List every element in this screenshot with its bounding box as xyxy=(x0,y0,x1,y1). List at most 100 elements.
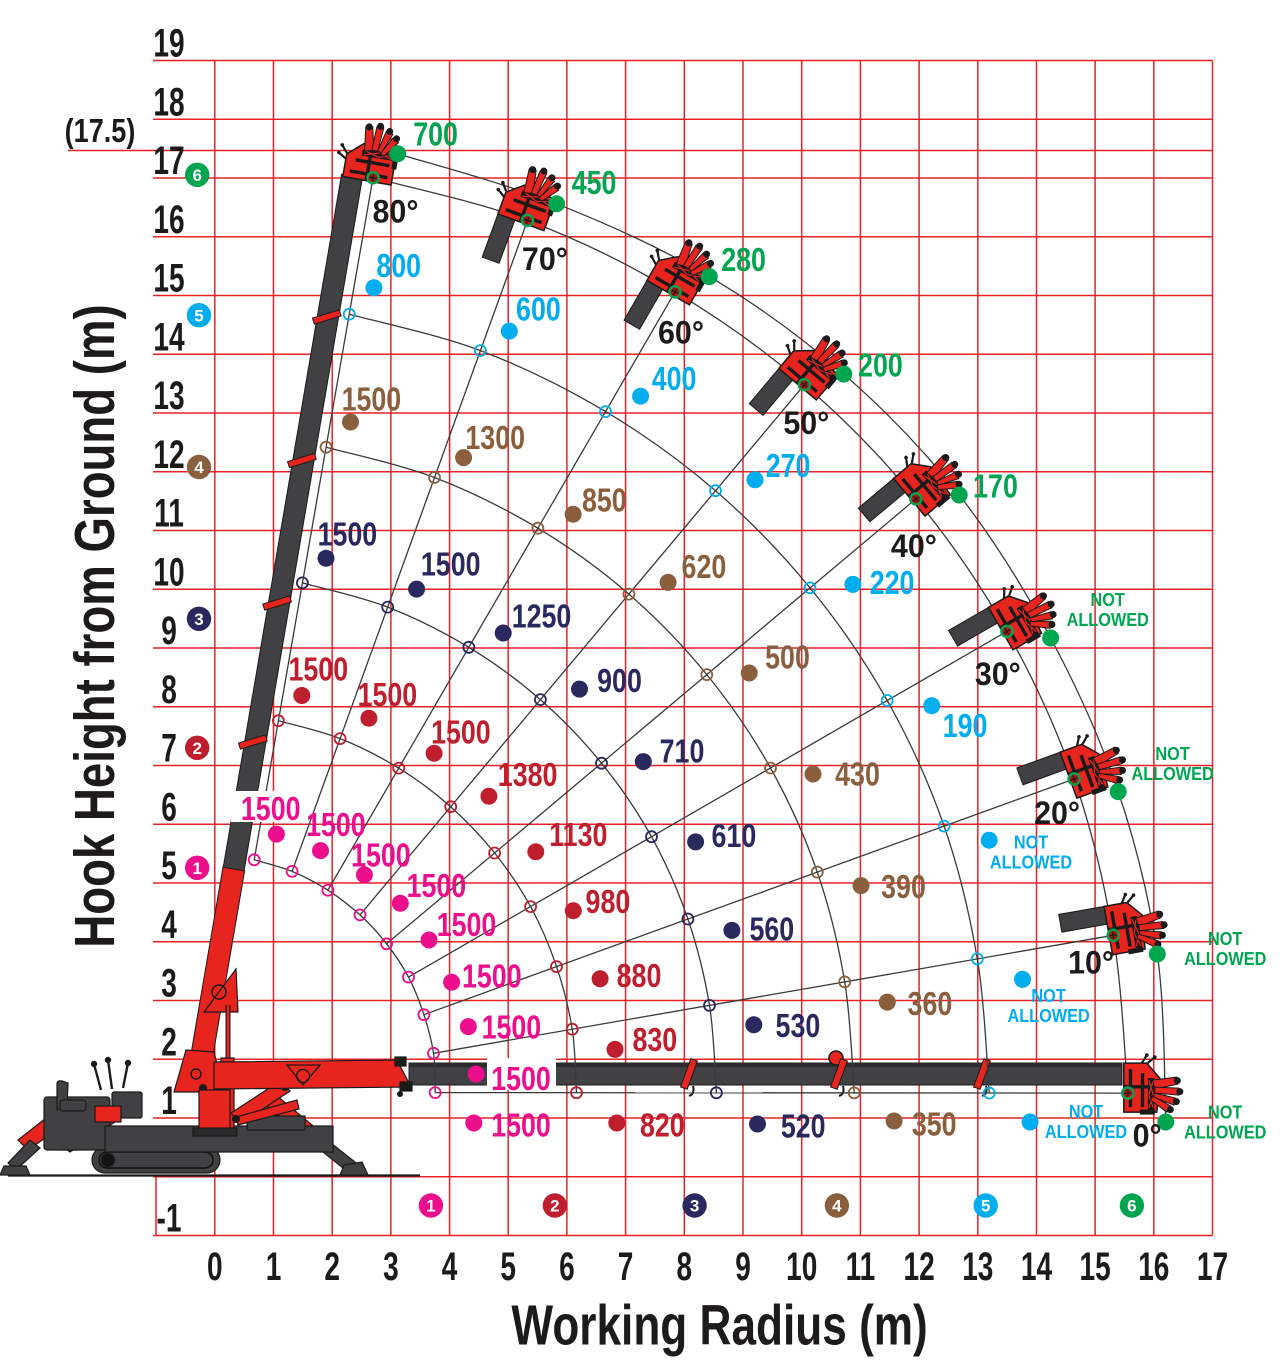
svg-text:1: 1 xyxy=(161,1079,177,1123)
svg-text:16: 16 xyxy=(153,198,184,242)
svg-text:1500: 1500 xyxy=(462,959,522,995)
svg-text:1500: 1500 xyxy=(288,652,348,688)
svg-text:710: 710 xyxy=(660,734,705,770)
svg-text:10: 10 xyxy=(786,1245,817,1289)
svg-text:1500: 1500 xyxy=(407,868,467,904)
svg-text:500: 500 xyxy=(765,640,810,676)
svg-text:80°: 80° xyxy=(373,194,419,230)
svg-text:4: 4 xyxy=(832,1197,842,1216)
svg-text:430: 430 xyxy=(835,757,880,793)
svg-text:1500: 1500 xyxy=(431,715,491,751)
svg-text:1500: 1500 xyxy=(241,791,301,827)
svg-text:17: 17 xyxy=(153,139,184,183)
svg-text:1500: 1500 xyxy=(342,382,402,418)
svg-text:1500: 1500 xyxy=(491,1061,551,1097)
svg-text:6: 6 xyxy=(192,166,201,185)
svg-text:12: 12 xyxy=(903,1245,934,1289)
svg-text:530: 530 xyxy=(776,1008,821,1044)
svg-text:350: 350 xyxy=(912,1107,957,1143)
svg-text:ALLOWED: ALLOWED xyxy=(1184,1122,1266,1143)
svg-text:1250: 1250 xyxy=(512,599,572,635)
svg-text:280: 280 xyxy=(721,242,766,278)
svg-text:1300: 1300 xyxy=(465,420,525,456)
svg-text:18: 18 xyxy=(153,81,184,125)
svg-text:9: 9 xyxy=(735,1245,751,1289)
svg-text:900: 900 xyxy=(597,663,642,699)
svg-text:3: 3 xyxy=(161,962,177,1006)
svg-text:11: 11 xyxy=(846,1245,876,1289)
svg-text:10°: 10° xyxy=(1068,945,1114,981)
svg-text:610: 610 xyxy=(712,818,757,854)
svg-text:15: 15 xyxy=(1079,1245,1110,1289)
svg-text:6: 6 xyxy=(161,786,177,830)
svg-text:360: 360 xyxy=(908,986,953,1022)
svg-text:17: 17 xyxy=(1197,1245,1228,1289)
svg-text:11: 11 xyxy=(154,492,184,536)
svg-text:NOT: NOT xyxy=(1208,928,1243,949)
svg-text:620: 620 xyxy=(682,549,727,585)
svg-text:8: 8 xyxy=(676,1245,692,1289)
svg-text:14: 14 xyxy=(1021,1245,1052,1289)
svg-text:2: 2 xyxy=(550,1197,559,1216)
svg-text:850: 850 xyxy=(582,483,627,519)
svg-text:60°: 60° xyxy=(658,315,704,351)
svg-text:5: 5 xyxy=(194,306,203,325)
svg-text:8: 8 xyxy=(161,668,177,712)
svg-text:800: 800 xyxy=(376,248,421,284)
svg-text:ALLOWED: ALLOWED xyxy=(1184,948,1266,969)
svg-text:0°: 0° xyxy=(1133,1118,1162,1154)
svg-text:1: 1 xyxy=(192,859,201,878)
svg-text:15: 15 xyxy=(153,257,184,301)
svg-text:NOT: NOT xyxy=(1014,832,1049,853)
svg-text:1500: 1500 xyxy=(358,677,418,713)
svg-text:0: 0 xyxy=(207,1245,223,1289)
svg-text:980: 980 xyxy=(586,884,631,920)
svg-text:ALLOWED: ALLOWED xyxy=(990,852,1072,873)
svg-text:NOT: NOT xyxy=(1208,1102,1243,1123)
svg-text:NOT: NOT xyxy=(1155,743,1190,764)
svg-text:4: 4 xyxy=(194,458,204,477)
svg-text:30°: 30° xyxy=(975,656,1021,692)
svg-text:ALLOWED: ALLOWED xyxy=(1007,1005,1089,1026)
svg-text:13: 13 xyxy=(153,374,184,418)
svg-text:270: 270 xyxy=(766,448,811,484)
svg-text:390: 390 xyxy=(881,869,926,905)
svg-text:880: 880 xyxy=(617,958,662,994)
svg-text:1380: 1380 xyxy=(498,757,558,793)
svg-text:Working Radius (m): Working Radius (m) xyxy=(511,1293,927,1357)
svg-text:820: 820 xyxy=(640,1108,685,1144)
svg-text:19: 19 xyxy=(153,22,184,66)
svg-text:1500: 1500 xyxy=(306,807,366,843)
svg-text:14: 14 xyxy=(153,316,184,360)
svg-text:50°: 50° xyxy=(783,405,829,441)
svg-text:450: 450 xyxy=(572,165,617,201)
svg-text:70°: 70° xyxy=(522,241,568,277)
svg-text:1: 1 xyxy=(266,1245,282,1289)
svg-text:220: 220 xyxy=(870,565,915,601)
svg-text:1500: 1500 xyxy=(482,1010,542,1046)
svg-text:NOT: NOT xyxy=(1031,985,1066,1006)
svg-text:13: 13 xyxy=(962,1245,993,1289)
svg-text:1500: 1500 xyxy=(421,547,481,583)
svg-text:2: 2 xyxy=(161,1021,177,1065)
svg-text:400: 400 xyxy=(652,361,697,397)
svg-text:-1: -1 xyxy=(157,1197,182,1241)
svg-text:6: 6 xyxy=(1127,1197,1136,1216)
svg-text:3: 3 xyxy=(194,610,203,629)
svg-text:10: 10 xyxy=(153,551,184,595)
svg-text:2: 2 xyxy=(192,739,201,758)
svg-text:16: 16 xyxy=(1138,1245,1169,1289)
svg-text:830: 830 xyxy=(632,1022,677,1058)
svg-text:5: 5 xyxy=(161,844,177,888)
svg-text:560: 560 xyxy=(749,912,794,948)
svg-text:1500: 1500 xyxy=(318,517,378,553)
svg-text:NOT: NOT xyxy=(1069,1101,1104,1122)
svg-text:5: 5 xyxy=(981,1197,990,1216)
svg-text:600: 600 xyxy=(516,292,561,328)
svg-text:190: 190 xyxy=(943,708,988,744)
svg-text:1500: 1500 xyxy=(351,838,411,874)
svg-text:2: 2 xyxy=(324,1245,340,1289)
svg-text:5: 5 xyxy=(500,1245,516,1289)
svg-text:20°: 20° xyxy=(1034,795,1080,831)
svg-text:(17.5): (17.5) xyxy=(65,114,136,150)
